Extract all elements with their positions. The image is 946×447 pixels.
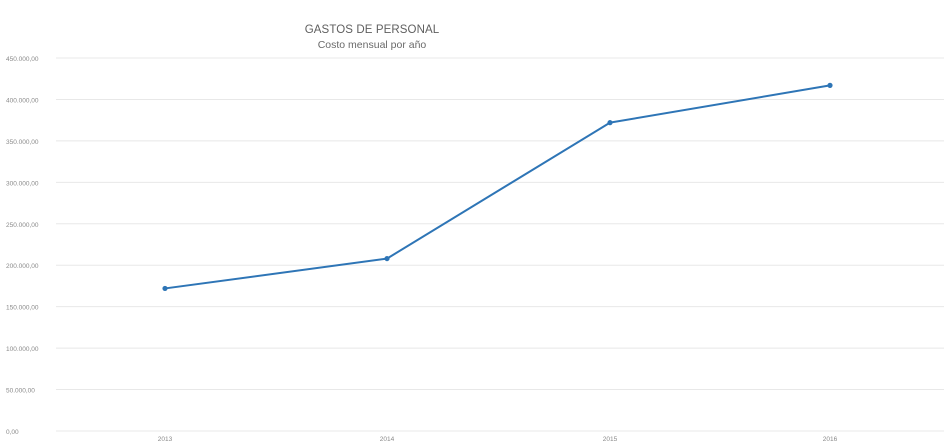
data-point: [384, 255, 390, 262]
y-tick-label: 0,00: [6, 429, 19, 436]
data-point: [827, 82, 833, 88]
y-tick-label: 400.000,00: [6, 97, 39, 104]
y-tick-label: 450.000,00: [6, 56, 39, 63]
x-tick-label: 2014: [380, 436, 395, 443]
y-tick-label: 200.000,00: [6, 263, 39, 270]
data-point: [607, 120, 613, 126]
y-tick-label: 50.000,00: [6, 388, 35, 395]
data-point: [162, 285, 168, 292]
chart-subtitle: Costo mensual por año: [317, 39, 427, 51]
y-tick-label: 100.000,00: [6, 346, 39, 353]
series-line: [164, 84, 831, 290]
x-tick-label: 2013: [158, 436, 173, 443]
chart-title: GASTOS DE PERSONAL: [304, 24, 440, 36]
x-tick-label: 2016: [823, 436, 838, 443]
y-tick-label: 250.000,00: [6, 222, 39, 229]
x-tick-label: 2015: [603, 436, 618, 443]
y-tick-label: 150.000,00: [6, 305, 39, 312]
y-tick-label: 300.000,00: [6, 180, 39, 187]
y-tick-label: 350.000,00: [6, 139, 39, 146]
